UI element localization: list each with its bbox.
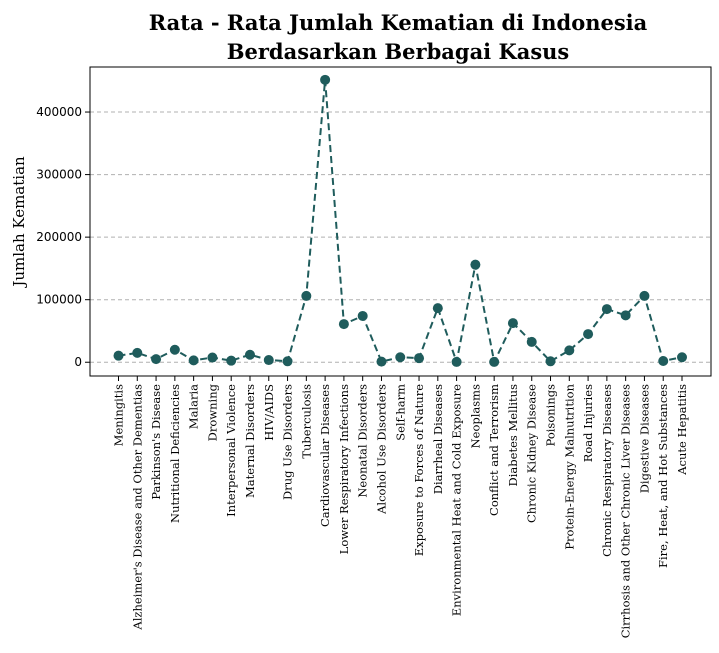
y-tick-label: 100000 [36, 293, 82, 307]
x-tick-label: Road Injuries [581, 384, 595, 462]
data-point [583, 329, 594, 340]
x-tick-label: Alcohol Use Disorders [374, 384, 388, 515]
x-tick-label: Interpersonal Violence [224, 384, 238, 517]
x-tick-label: Cardiovascular Diseases [318, 384, 332, 527]
data-point [677, 352, 687, 363]
data-point [658, 355, 669, 366]
x-tick-label: Diabetes Mellitus [506, 384, 520, 487]
chart-title-line-2: Berdasarkan Berbagai Kasus [227, 39, 570, 64]
x-tick-label: Alzheimer's Disease and Other Dementias [130, 384, 144, 631]
data-point [263, 355, 274, 366]
x-tick-label: HIV/AIDS [262, 384, 276, 441]
y-tick-label: 0 [74, 355, 82, 369]
data-point [320, 74, 331, 85]
y-axis-label: Jumlah Kematian [10, 156, 28, 289]
x-tick-label: Self-harm [393, 384, 407, 441]
plot-frame [89, 66, 712, 377]
x-tick-label: Fire, Heat, and Hot Substances [656, 384, 670, 568]
x-tick-label: Drug Use Disorders [281, 384, 295, 500]
x-tick-label: Digestive Diseases [637, 384, 651, 493]
x-tick-label: Neonatal Disorders [356, 384, 370, 498]
x-tick-label: Exposure to Forces of Nature [412, 384, 426, 556]
data-point [376, 356, 387, 367]
chart-title-line-1: Rata - Rata Jumlah Kematian di Indonesia [149, 10, 648, 35]
data-point [451, 356, 462, 367]
data-point [620, 310, 631, 321]
data-point [432, 303, 443, 314]
x-tick-label: Parkinson's Disease [149, 384, 163, 500]
x-tick-label: Malaria [187, 384, 201, 429]
data-point [301, 290, 312, 301]
x-tick-label: Conflict and Terrorism [487, 384, 501, 516]
x-tick-label: Chronic Respiratory Diseases [600, 384, 614, 557]
data-point [151, 354, 162, 365]
data-point [113, 350, 124, 361]
data-point [414, 353, 425, 364]
x-tick-label: Drowning [205, 383, 219, 441]
y-tick-label: 400000 [36, 105, 82, 119]
x-tick-label: Poisonings [544, 384, 558, 447]
y-tick-label: 200000 [36, 230, 82, 244]
data-point [526, 336, 537, 347]
y-gridlines [90, 111, 711, 363]
x-tick-label: Chronic Kidney Disease [525, 384, 539, 523]
data-point [188, 355, 199, 366]
x-tick-label: Neoplasms [468, 384, 482, 448]
data-point [132, 347, 143, 358]
data-point [395, 352, 406, 363]
series-markers [113, 74, 687, 367]
x-tick-label: Lower Respiratory Infections [337, 384, 351, 554]
data-point [226, 355, 237, 366]
data-point [545, 356, 556, 367]
data-point [338, 319, 349, 330]
x-tick-label: Tuberculosis [299, 384, 313, 459]
data-point [357, 310, 368, 321]
x-tick-label: Diarrheal Diseases [431, 384, 445, 494]
x-tick-label: Cirrhosis and Other Chronic Liver Diseas… [619, 384, 633, 638]
x-axis-ticks: Meningitis Alzheimer's Disease and Other … [112, 376, 689, 638]
series-line [118, 79, 683, 366]
y-axis-ticks: 0 100000 200000 300000 400000 [36, 105, 90, 369]
data-point [470, 259, 481, 270]
data-point [169, 344, 180, 355]
data-point [564, 345, 575, 356]
x-tick-label: Environmental Heat and Cold Exposure [450, 384, 464, 616]
x-tick-label: Meningitis [112, 384, 126, 446]
x-tick-label: Nutritional Deficiencies [168, 384, 182, 523]
data-point [507, 318, 518, 329]
data-point [282, 356, 293, 367]
y-tick-label: 300000 [36, 168, 82, 182]
x-tick-label: Acute Hepatitis [675, 384, 689, 476]
x-tick-label: Protein-Energy Malnutrition [562, 383, 576, 549]
data-point [244, 349, 255, 360]
data-point [489, 356, 500, 367]
x-tick-label: Maternal Disorders [243, 384, 257, 498]
data-point [601, 304, 612, 315]
data-point [639, 290, 650, 301]
data-point [207, 352, 218, 363]
